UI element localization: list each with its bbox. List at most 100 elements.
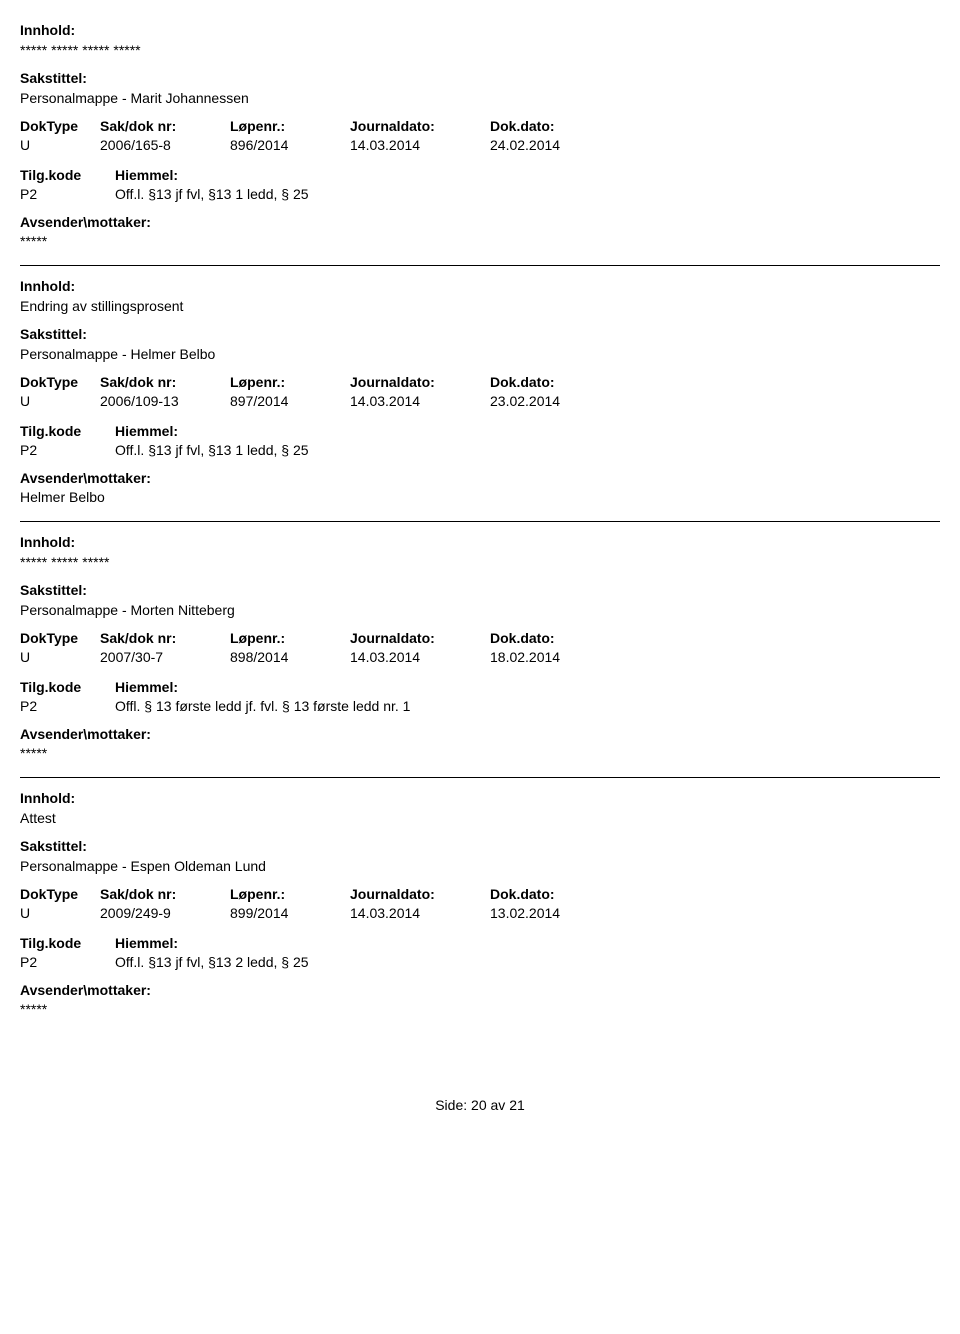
dokdato-value: 24.02.2014 [490,137,630,153]
doktype-value: U [20,393,100,409]
innhold-value: Attest [20,810,940,826]
journal-record: Innhold: ***** ***** ***** Sakstittel: P… [20,534,940,761]
table-header: DokType Sak/dok nr: Løpenr.: Journaldato… [20,886,940,902]
avsender-value: Helmer Belbo [20,489,940,505]
lopenr-header: Løpenr.: [230,630,350,646]
table-header: DokType Sak/dok nr: Løpenr.: Journaldato… [20,630,940,646]
hiemmel-value: Offl. § 13 første ledd jf. fvl. § 13 før… [115,698,515,714]
sakstittel-label: Sakstittel: [20,70,940,86]
sakdoknr-header: Sak/dok nr: [100,886,230,902]
journaldato-header: Journaldato: [350,118,490,134]
lopenr-value: 899/2014 [230,905,350,921]
page-current: 20 [471,1097,487,1113]
avsender-label: Avsender\mottaker: [20,982,940,998]
lopenr-value: 896/2014 [230,137,350,153]
avsender-label: Avsender\mottaker: [20,726,940,742]
innhold-value: ***** ***** ***** ***** [20,42,940,58]
sakdoknr-value: 2006/109-13 [100,393,230,409]
dokdato-header: Dok.dato: [490,118,630,134]
tilgkode-header: Tilg.kode [20,935,115,951]
sakstittel-value: Personalmappe - Marit Johannessen [20,90,940,106]
tilg-header: Tilg.kode Hiemmel: [20,423,940,439]
avsender-label: Avsender\mottaker: [20,470,940,486]
doktype-header: DokType [20,630,100,646]
innhold-label: Innhold: [20,22,940,38]
journaldato-value: 14.03.2014 [350,905,490,921]
hiemmel-value: Off.l. §13 jf fvl, §13 2 ledd, § 25 [115,954,515,970]
journal-record: Innhold: Endring av stillingsprosent Sak… [20,278,940,505]
dokdato-value: 23.02.2014 [490,393,630,409]
table-row: U 2006/109-13 897/2014 14.03.2014 23.02.… [20,393,940,409]
page-total: 21 [509,1097,525,1113]
dokdato-header: Dok.dato: [490,374,630,390]
lopenr-header: Løpenr.: [230,374,350,390]
tilgkode-value: P2 [20,698,115,714]
journal-record: Innhold: ***** ***** ***** ***** Sakstit… [20,22,940,249]
sakdoknr-value: 2007/30-7 [100,649,230,665]
tilg-header: Tilg.kode Hiemmel: [20,935,940,951]
hiemmel-row: P2 Off.l. §13 jf fvl, §13 2 ledd, § 25 [20,954,940,970]
lopenr-header: Løpenr.: [230,886,350,902]
record-divider [20,265,940,266]
avsender-value: ***** [20,233,940,249]
table-row: U 2009/249-9 899/2014 14.03.2014 13.02.2… [20,905,940,921]
hiemmel-value: Off.l. §13 jf fvl, §13 1 ledd, § 25 [115,186,515,202]
avsender-label: Avsender\mottaker: [20,214,940,230]
journaldato-value: 14.03.2014 [350,649,490,665]
innhold-value: ***** ***** ***** [20,554,940,570]
avsender-value: ***** [20,1001,940,1017]
journaldato-header: Journaldato: [350,630,490,646]
sakdoknr-header: Sak/dok nr: [100,630,230,646]
hiemmel-row: P2 Off.l. §13 jf fvl, §13 1 ledd, § 25 [20,442,940,458]
sakstittel-label: Sakstittel: [20,838,940,854]
record-divider [20,777,940,778]
lopenr-value: 898/2014 [230,649,350,665]
journaldato-value: 14.03.2014 [350,137,490,153]
sakdoknr-value: 2009/249-9 [100,905,230,921]
hiemmel-header: Hiemmel: [115,167,178,183]
hiemmel-header: Hiemmel: [115,679,178,695]
sakdoknr-header: Sak/dok nr: [100,374,230,390]
doktype-value: U [20,905,100,921]
page-footer: Side: 20 av 21 [20,1097,940,1113]
sakdoknr-value: 2006/165-8 [100,137,230,153]
dokdato-header: Dok.dato: [490,630,630,646]
innhold-value: Endring av stillingsprosent [20,298,940,314]
table-header: DokType Sak/dok nr: Løpenr.: Journaldato… [20,374,940,390]
tilg-header: Tilg.kode Hiemmel: [20,167,940,183]
sakstittel-value: Personalmappe - Morten Nitteberg [20,602,940,618]
dokdato-header: Dok.dato: [490,886,630,902]
journaldato-header: Journaldato: [350,374,490,390]
sakstittel-value: Personalmappe - Espen Oldeman Lund [20,858,940,874]
tilgkode-value: P2 [20,954,115,970]
side-label: Side: [435,1097,467,1113]
journal-record: Innhold: Attest Sakstittel: Personalmapp… [20,790,940,1017]
av-label: av [491,1097,506,1113]
hiemmel-row: P2 Off.l. §13 jf fvl, §13 1 ledd, § 25 [20,186,940,202]
innhold-label: Innhold: [20,534,940,550]
dokdato-value: 18.02.2014 [490,649,630,665]
tilgkode-value: P2 [20,442,115,458]
doktype-header: DokType [20,374,100,390]
dokdato-value: 13.02.2014 [490,905,630,921]
tilgkode-header: Tilg.kode [20,679,115,695]
table-row: U 2006/165-8 896/2014 14.03.2014 24.02.2… [20,137,940,153]
sakstittel-value: Personalmappe - Helmer Belbo [20,346,940,362]
avsender-value: ***** [20,745,940,761]
hiemmel-header: Hiemmel: [115,423,178,439]
sakstittel-label: Sakstittel: [20,582,940,598]
journaldato-value: 14.03.2014 [350,393,490,409]
innhold-label: Innhold: [20,790,940,806]
doktype-value: U [20,649,100,665]
innhold-label: Innhold: [20,278,940,294]
tilgkode-header: Tilg.kode [20,167,115,183]
hiemmel-row: P2 Offl. § 13 første ledd jf. fvl. § 13 … [20,698,940,714]
doktype-header: DokType [20,886,100,902]
tilgkode-header: Tilg.kode [20,423,115,439]
hiemmel-header: Hiemmel: [115,935,178,951]
sakstittel-label: Sakstittel: [20,326,940,342]
doktype-value: U [20,137,100,153]
lopenr-value: 897/2014 [230,393,350,409]
tilg-header: Tilg.kode Hiemmel: [20,679,940,695]
table-row: U 2007/30-7 898/2014 14.03.2014 18.02.20… [20,649,940,665]
